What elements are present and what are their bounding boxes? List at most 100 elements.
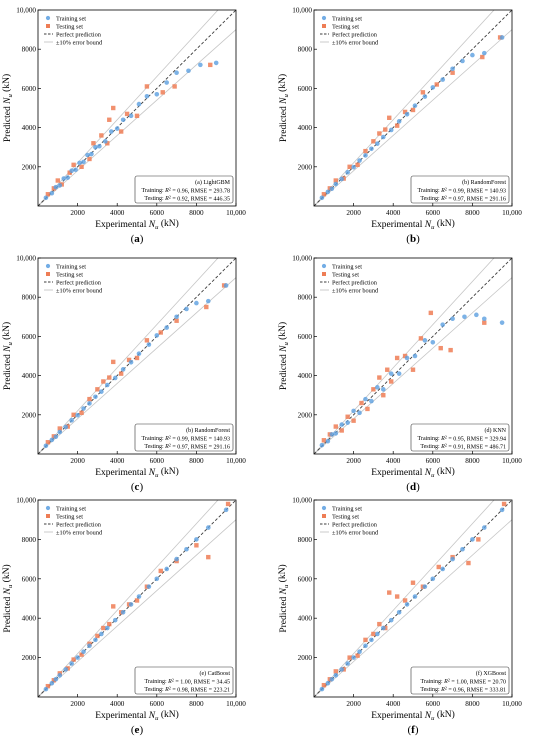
y-tick-label: 4000 (22, 124, 37, 132)
x-tick-label: 6000 (150, 209, 165, 217)
testing-point (107, 375, 112, 380)
training-point (388, 371, 394, 376)
testing-point (428, 310, 434, 316)
y-tick-label: 4000 (298, 124, 313, 132)
testing-point (87, 156, 92, 162)
legend-perfect-label: Perfect prediction (56, 31, 102, 38)
testing-point (355, 162, 360, 168)
training-point (49, 437, 55, 443)
metrics-box (134, 423, 234, 452)
training-point (213, 60, 219, 66)
testing-point (387, 115, 392, 120)
testing-point (95, 387, 100, 392)
testing-point (363, 637, 368, 643)
y-axis-label: Predicted Nu (kN) (1, 322, 14, 390)
training-point (460, 546, 465, 552)
error-bound-line (314, 500, 495, 697)
testing-point (333, 669, 338, 674)
training-point (61, 176, 67, 181)
training-point (481, 316, 487, 322)
training-point (89, 151, 94, 157)
training-point (363, 396, 368, 402)
testing-point (476, 537, 481, 542)
training-point (53, 184, 59, 190)
y-tick-label: 6000 (22, 575, 37, 583)
plot-area (314, 10, 512, 206)
plot-frame (313, 499, 513, 698)
testing-point (355, 653, 360, 658)
legend-testing-marker (322, 272, 326, 276)
training-metrics: Training: R2 = 1.00, RMSE = 34.45 (145, 678, 231, 686)
testing-point (225, 501, 231, 507)
testing-point (387, 590, 392, 595)
testing-metrics: Testing: R2 = 0.91, RMSE = 486.71 (420, 443, 506, 451)
panel-letter: (b) (406, 233, 420, 245)
training-point (357, 158, 362, 163)
x-tick-label: 10,000 (502, 209, 522, 217)
legend-bound-label: ±10% error bound (56, 529, 103, 536)
testing-point (381, 393, 386, 398)
x-tick-label: 10,000 (502, 457, 522, 465)
x-tick-label: 8000 (189, 700, 204, 708)
training-point (186, 68, 191, 74)
x-tick-label: 10,000 (502, 700, 522, 708)
training-point (422, 94, 428, 99)
training-point (97, 143, 102, 149)
y-tick-label: 6000 (298, 575, 313, 583)
legend-testing-marker (322, 24, 326, 28)
training-point (333, 431, 339, 436)
legend-training-label: Training set (332, 263, 362, 270)
testing-point (434, 82, 439, 87)
training-point (223, 507, 229, 513)
training-point (481, 525, 487, 530)
testing-point (45, 440, 51, 445)
legend-testing-label: Testing set (56, 271, 83, 278)
x-tick-label: 4000 (110, 457, 125, 465)
error-bound-line (314, 29, 512, 206)
training-point (329, 676, 335, 682)
training-point (460, 58, 465, 64)
training-point (105, 625, 110, 631)
testing-point (158, 330, 163, 335)
testing-point (134, 113, 140, 119)
x-axis-label: Experimental Nu (kN) (371, 709, 455, 722)
y-tick-label: 6000 (298, 85, 313, 93)
training-point (470, 537, 475, 542)
training-point (93, 637, 98, 643)
legend-perfect-label: Perfect prediction (332, 521, 378, 528)
legend-training-marker (321, 505, 327, 511)
legend-testing-label: Testing set (332, 23, 359, 30)
testing-point (501, 501, 507, 507)
x-axis-label: Experimental Nu (kN) (371, 218, 455, 231)
testing-point (99, 133, 104, 138)
testing-point (385, 367, 390, 372)
error-bound-line (314, 519, 512, 697)
training-point (388, 617, 394, 623)
y-axis-label: Predicted Nu (kN) (277, 322, 290, 390)
testing-point (79, 652, 84, 657)
training-point (430, 576, 436, 582)
training-point (120, 367, 126, 372)
training-point (470, 52, 475, 58)
testing-metrics: Testing: R2 = 0.97, RMSE = 291.16 (420, 195, 506, 203)
legend-testing-marker (46, 272, 50, 276)
training-point (77, 160, 82, 166)
y-tick-label: 4000 (22, 372, 37, 380)
training-point (319, 686, 325, 692)
training-point (136, 594, 142, 599)
y-tick-label: 8000 (22, 536, 37, 544)
testing-point (436, 564, 441, 570)
model-name: (b) RandomForest (462, 179, 506, 186)
y-tick-label: 4000 (298, 372, 313, 380)
panel-letter: (a) (131, 233, 144, 245)
testing-metrics: Testing: R2 = 0.98, RMSE = 223.21 (144, 686, 230, 694)
training-point (333, 673, 339, 678)
x-tick-label: 2000 (70, 457, 85, 465)
testing-point (410, 367, 416, 372)
testing-point (118, 129, 124, 134)
testing-point (134, 355, 140, 361)
x-axis-label: Experimental Nu (kN) (95, 466, 179, 479)
training-point (357, 649, 362, 654)
testing-point (79, 410, 84, 416)
training-point (333, 181, 339, 187)
